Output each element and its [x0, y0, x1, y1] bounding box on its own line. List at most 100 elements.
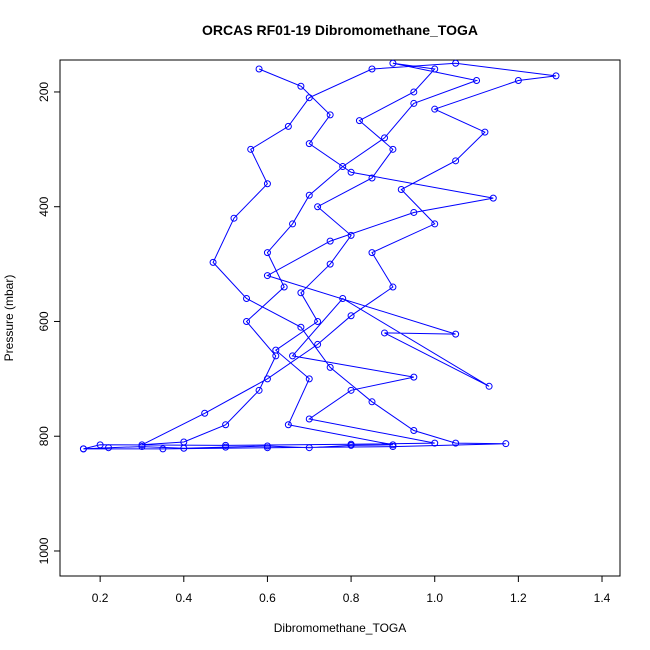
- data-point: [381, 329, 389, 337]
- x-tick-label: 0.4: [175, 591, 192, 605]
- y-tick-label: 200: [37, 82, 51, 102]
- data-point: [389, 283, 397, 291]
- data-point: [263, 180, 271, 188]
- data-point: [368, 65, 376, 73]
- chart-title: ORCAS RF01-19 Dibromomethane_TOGA: [202, 22, 478, 38]
- data-point: [255, 386, 263, 394]
- data-point: [452, 59, 460, 67]
- data-point: [452, 157, 460, 165]
- x-tick-label: 0.2: [92, 591, 109, 605]
- x-tick-label: 0.8: [343, 591, 360, 605]
- data-point: [347, 168, 355, 176]
- data-point: [297, 323, 305, 331]
- data-point: [410, 373, 418, 381]
- data-point: [289, 220, 297, 228]
- data-point: [180, 438, 188, 446]
- data-point: [502, 440, 510, 448]
- data-point: [305, 375, 313, 383]
- data-point: [263, 375, 271, 383]
- data-point: [96, 441, 104, 449]
- data-point: [305, 140, 313, 148]
- data-point: [159, 445, 167, 453]
- data-point: [263, 444, 271, 452]
- data-point: [297, 289, 305, 297]
- data-point: [255, 65, 263, 73]
- data-point: [263, 249, 271, 257]
- data-point: [289, 352, 297, 360]
- x-axis-label: Dibromomethane_TOGA: [274, 621, 407, 635]
- data-point: [209, 258, 217, 266]
- data-point: [305, 191, 313, 199]
- data-point: [138, 441, 146, 449]
- data-point: [347, 312, 355, 320]
- x-tick-label: 1.0: [426, 591, 443, 605]
- data-point: [280, 283, 288, 291]
- data-point: [305, 444, 313, 452]
- data-point: [410, 99, 418, 107]
- data-point: [339, 163, 347, 171]
- data-point: [368, 249, 376, 257]
- data-point: [305, 94, 313, 102]
- data-point: [263, 272, 271, 280]
- data-point: [243, 295, 251, 303]
- x-tick-label: 0.6: [259, 591, 276, 605]
- data-point: [230, 214, 238, 222]
- data-point: [431, 105, 439, 113]
- y-axis-label: Pressure (mbar): [2, 275, 16, 362]
- data-point: [201, 409, 209, 417]
- data-point: [326, 111, 334, 119]
- data-point: [326, 260, 334, 268]
- data-point: [431, 65, 439, 73]
- data-point: [339, 295, 347, 303]
- data-point: [243, 317, 251, 325]
- data-point: [368, 174, 376, 182]
- data-point: [297, 82, 305, 90]
- data-point: [284, 122, 292, 130]
- data-point: [431, 439, 439, 447]
- data-point: [452, 439, 460, 447]
- data-point: [514, 76, 522, 84]
- data-point: [552, 72, 560, 80]
- data-point: [481, 128, 489, 136]
- data-point: [347, 231, 355, 239]
- data-point: [389, 145, 397, 153]
- data-point: [79, 445, 87, 453]
- data-point: [368, 398, 376, 406]
- data-point: [381, 134, 389, 142]
- data-point: [452, 330, 460, 338]
- data-line: [83, 62, 557, 450]
- data-point: [247, 145, 255, 153]
- data-point: [305, 415, 313, 423]
- data-point: [347, 386, 355, 394]
- data-point: [410, 88, 418, 96]
- data-point: [314, 340, 322, 348]
- data-point: [326, 363, 334, 371]
- x-tick-label: 1.2: [510, 591, 527, 605]
- data-point: [410, 426, 418, 434]
- data-point: [105, 444, 113, 452]
- y-tick-label: 1000: [37, 537, 51, 564]
- data-point: [389, 59, 397, 67]
- data-point: [397, 186, 405, 194]
- data-point: [473, 76, 481, 84]
- data-point: [314, 317, 322, 325]
- data-point: [485, 382, 493, 390]
- data-point: [347, 440, 355, 448]
- y-tick-label: 400: [37, 196, 51, 216]
- y-tick-label: 800: [37, 426, 51, 446]
- data-point: [314, 203, 322, 211]
- y-tick-label: 600: [37, 311, 51, 331]
- data-point: [222, 441, 230, 449]
- data-point: [410, 208, 418, 216]
- data-point: [355, 117, 363, 125]
- data-point: [489, 194, 497, 202]
- data-point: [326, 237, 334, 245]
- plot-frame: [59, 59, 621, 577]
- data-point: [389, 443, 397, 451]
- x-tick-label: 1.4: [594, 591, 611, 605]
- data-point: [272, 352, 280, 360]
- data-point: [284, 421, 292, 429]
- data-point: [222, 421, 230, 429]
- data-point: [431, 220, 439, 228]
